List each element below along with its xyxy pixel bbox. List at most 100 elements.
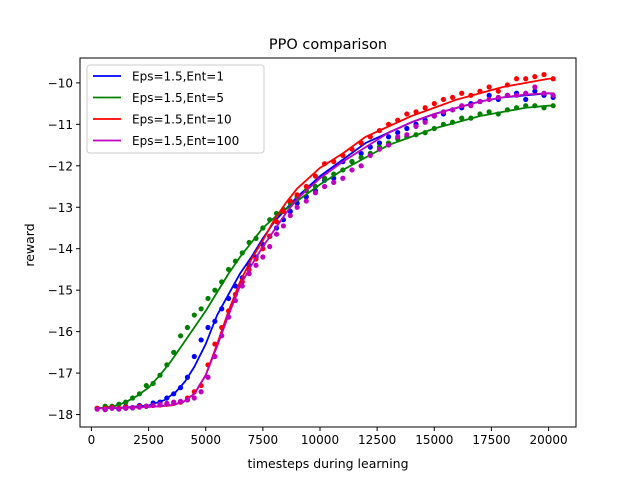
- data-point: [123, 399, 129, 405]
- data-point: [212, 353, 218, 360]
- data-point: [376, 146, 383, 152]
- data-point: [422, 105, 428, 111]
- y-tick-label: −11: [48, 118, 73, 132]
- data-point: [331, 179, 337, 185]
- data-point: [287, 212, 293, 219]
- data-point: [164, 400, 170, 406]
- data-point: [349, 167, 355, 173]
- data-point: [184, 324, 191, 331]
- data-point: [260, 254, 266, 260]
- data-point: [331, 171, 337, 177]
- y-tick-label: −13: [48, 201, 73, 215]
- x-tick-label: 7500: [248, 433, 279, 447]
- data-point: [129, 404, 136, 411]
- data-point: [376, 127, 383, 134]
- data-point: [232, 258, 239, 264]
- data-point: [177, 398, 184, 404]
- data-point: [94, 406, 100, 412]
- data-point: [157, 401, 163, 407]
- data-point: [349, 146, 355, 152]
- data-point: [504, 92, 511, 98]
- data-point: [232, 297, 239, 304]
- legend-label: Eps=1.5,Ent=100: [132, 134, 239, 148]
- x-tick-label: 17500: [472, 433, 510, 447]
- data-point: [136, 404, 143, 410]
- data-point: [303, 183, 309, 190]
- x-axis-label: timesteps during learning: [247, 456, 408, 471]
- data-point: [205, 324, 211, 331]
- data-point: [303, 198, 309, 204]
- data-point: [171, 399, 177, 405]
- data-point: [431, 101, 437, 107]
- data-point: [495, 88, 501, 94]
- plot-marks: [94, 71, 556, 413]
- data-point: [225, 295, 232, 302]
- data-point: [150, 380, 156, 387]
- data-point: [495, 94, 501, 100]
- data-point: [177, 333, 184, 339]
- data-point: [280, 208, 287, 214]
- data-point: [404, 132, 410, 138]
- data-point: [486, 92, 492, 98]
- data-point: [523, 103, 529, 109]
- data-point: [422, 130, 428, 136]
- data-point: [395, 130, 401, 136]
- data-point: [321, 161, 328, 167]
- data-point: [404, 111, 410, 117]
- y-tick-label: −18: [48, 408, 73, 422]
- data-point: [513, 76, 520, 82]
- data-point: [102, 406, 108, 413]
- data-point: [395, 134, 401, 140]
- data-point: [486, 96, 492, 103]
- data-point: [523, 76, 529, 82]
- data-point: [312, 183, 319, 190]
- data-point: [225, 314, 232, 320]
- data-point: [280, 223, 287, 229]
- data-point: [253, 235, 259, 241]
- data-point: [358, 150, 364, 156]
- data-point: [532, 84, 538, 90]
- data-point: [116, 401, 122, 407]
- data-point: [477, 88, 483, 94]
- data-point: [385, 121, 392, 127]
- data-point: [367, 134, 373, 140]
- data-point: [449, 119, 456, 125]
- data-point: [294, 192, 300, 198]
- data-point: [340, 152, 346, 159]
- data-point: [246, 239, 252, 246]
- data-point: [129, 395, 136, 401]
- x-tick-label: 2500: [133, 433, 164, 447]
- data-point: [260, 225, 266, 231]
- data-point: [532, 88, 538, 94]
- data-point: [273, 231, 280, 237]
- data-point: [340, 167, 346, 173]
- data-point: [312, 190, 319, 196]
- data-point: [550, 103, 556, 109]
- legend: Eps=1.5,Ent=1 Eps=1.5,Ent=5 Eps=1.5,Ent=10…: [86, 64, 265, 154]
- data-point: [413, 132, 419, 138]
- x-tick-label: 15000: [415, 433, 453, 447]
- data-point: [219, 279, 225, 285]
- data-point: [440, 96, 447, 103]
- data-point: [385, 134, 392, 140]
- data-point: [136, 391, 143, 397]
- data-point: [212, 287, 218, 293]
- data-point: [440, 121, 447, 127]
- data-point: [143, 382, 149, 389]
- data-point: [171, 391, 177, 397]
- data-point: [267, 217, 273, 223]
- data-point: [358, 154, 364, 161]
- data-point: [198, 306, 204, 312]
- data-point: [198, 389, 204, 395]
- data-point: [504, 82, 511, 88]
- data-point: [312, 173, 319, 179]
- data-point: [267, 244, 273, 250]
- data-point: [232, 283, 239, 289]
- data-point: [212, 341, 218, 347]
- y-axis-label: reward: [22, 223, 37, 266]
- x-tick-label: 0: [88, 433, 96, 447]
- data-point: [253, 262, 259, 268]
- data-point: [219, 333, 225, 339]
- data-point: [177, 385, 184, 391]
